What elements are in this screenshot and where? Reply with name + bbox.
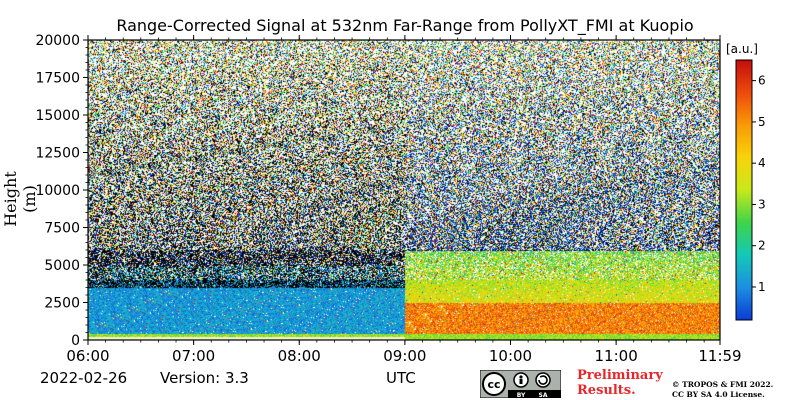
colorbar-unit: [a.u.] — [726, 42, 758, 56]
x-axis-label: UTC — [386, 369, 416, 387]
x-tick-label: 09:00 — [383, 347, 426, 365]
x-tick-label: 08:00 — [278, 347, 321, 365]
x-tick-label: 06:00 — [66, 347, 109, 365]
cc-text: cc — [487, 378, 500, 391]
chart-title: Range-Corrected Signal at 532nm Far-Rang… — [116, 16, 694, 35]
signal-raster — [88, 40, 720, 340]
preliminary-line-1: Preliminary — [577, 368, 663, 383]
y-tick-label: 17500 — [35, 71, 80, 87]
copyright-line-2: CC BY SA 4.0 License. — [672, 390, 765, 399]
colorbar-tick-label: 6 — [758, 74, 766, 88]
plot-area — [88, 40, 720, 340]
colorbar: 1 2 3 4 5 6 — [735, 59, 766, 321]
axes: 0 2500 5000 7500 10000 12500 15000 17500 20000 06… — [35, 33, 741, 365]
preliminary-notice: Preliminary Results. — [577, 368, 663, 398]
x-tick-label: 11:00 — [595, 347, 638, 365]
y-tick-label: 7500 — [44, 221, 80, 237]
by-text: BY — [517, 392, 526, 398]
x-tick-label: 10:00 — [489, 347, 532, 365]
y-tick-label: 15000 — [35, 108, 80, 124]
colorbar-tick-label: 4 — [758, 156, 766, 170]
x-tick-label: 07:00 — [172, 347, 215, 365]
x-tick-label: 11:59 — [698, 347, 741, 365]
colorbar-tick-label: 3 — [758, 197, 766, 211]
colorbar-tick-label: 2 — [758, 239, 766, 253]
copyright-line-1: © TROPOS & FMI 2022. — [672, 380, 774, 389]
y-tick-label: 2500 — [44, 296, 80, 312]
y-tick-label: 20000 — [35, 33, 80, 49]
version-label: Version: 3.3 — [160, 369, 249, 387]
colorbar-tick-label: 1 — [758, 280, 766, 294]
colorbar-tick-label: 5 — [758, 115, 766, 129]
cc-by-sa-badge: cc BY SA — [480, 370, 561, 398]
sa-text: SA — [539, 392, 548, 398]
preliminary-line-2: Results. — [577, 383, 636, 398]
y-tick-label: 5000 — [44, 258, 80, 274]
colorbar-gradient — [735, 59, 753, 321]
copyright-notice: © TROPOS & FMI 2022. CC BY SA 4.0 Licens… — [672, 380, 773, 400]
y-tick-label: 12500 — [35, 146, 80, 162]
y-tick-label: 10000 — [35, 183, 80, 199]
date-label: 2022-02-26 — [40, 369, 128, 387]
y-tick-label: 0 — [71, 333, 80, 349]
y-axis-label: Height (m) — [1, 171, 39, 227]
